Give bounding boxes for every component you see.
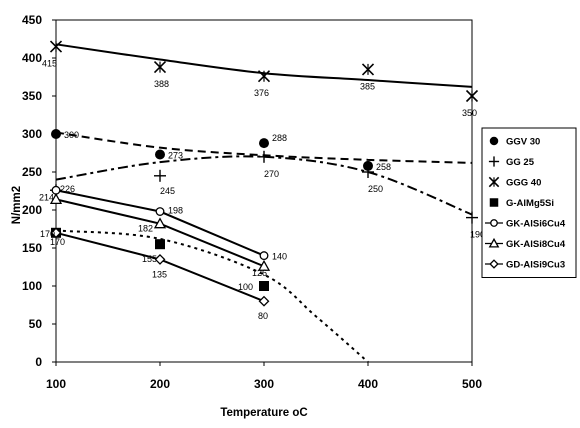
legend-label: GK-AlSi6Cu4 (506, 219, 566, 230)
axes: 0 50 100 150 200 250 300 350 400 450 100 200 300 400 5… (22, 13, 482, 391)
legend-item-gk-alsi8cu4: GK-AlSi8Cu4 (485, 237, 566, 250)
data-label-ggv-30: 300 (64, 130, 79, 140)
legend-marker-gg-25 (488, 156, 500, 167)
data-label-gg-25: 250 (368, 184, 383, 194)
marker-ggg-40 (153, 61, 167, 74)
data-label-gg-25: 270 (264, 169, 279, 179)
data-label-gd-alsi9cu3: 135 (152, 269, 167, 279)
legend-marker-gk-alsi6cu4 (490, 219, 498, 227)
data-label-gk-alsi8cu4: 182 (138, 224, 153, 234)
x-tick-label: 500 (462, 377, 482, 391)
marker-gk-alsi8cu4 (153, 217, 167, 229)
data-label-gk-alsi8cu4: 214 (39, 192, 54, 202)
marker-gd-alsi9cu3 (50, 227, 62, 239)
data-label-ggg-40: 376 (254, 88, 269, 98)
data-label-g-almg5si: 155 (142, 254, 157, 264)
data-markers (49, 40, 479, 307)
x-tick-label: 100 (46, 377, 66, 391)
marker-gk-alsi6cu4 (155, 207, 165, 216)
data-label-g-almg5si: 170 (50, 237, 65, 247)
y-tick-label: 400 (22, 51, 42, 65)
marker-ggg-40 (465, 89, 479, 103)
data-label-g-almg5si: 100 (238, 282, 253, 292)
legend-item-gk-alsi6cu4: GK-AlSi6Cu4 (485, 219, 566, 230)
legend-marker-g-almg5si (489, 198, 499, 207)
data-label-gg-25: 190 (470, 230, 485, 240)
data-label-ggg-40: 385 (360, 81, 375, 91)
marker-ggv-30 (51, 129, 61, 139)
marker-ggg-40 (49, 40, 63, 53)
data-label-gg-25: 245 (160, 186, 175, 196)
trend-line-gg-25 (55, 155, 473, 216)
legend: GGV 30 GG 25 GGG 40 G-AlMg5Si GK-AlSi6Cu4 GK-… (481, 127, 577, 278)
x-tick-label: 200 (150, 377, 170, 391)
y-tick-label: 100 (22, 279, 42, 293)
y-tick-label: 50 (29, 317, 43, 331)
legend-label: GGV 30 (506, 137, 540, 148)
y-tick-label: 150 (22, 241, 42, 255)
y-tick-label: 450 (22, 13, 42, 27)
legend-label: G-AlMg5Si (506, 198, 554, 209)
marker-gg-25 (258, 150, 270, 163)
legend-marker-gd-alsi9cu3 (489, 259, 499, 269)
legend-marker-ggg-40 (488, 176, 500, 188)
marker-gk-alsi8cu4 (49, 193, 63, 205)
y-tick-label: 0 (35, 355, 42, 369)
x-axis-title: Temperature oC (220, 407, 307, 419)
legend-label: GD-AlSi9Cu3 (506, 260, 565, 271)
legend-item-gd-alsi9cu3: GD-AlSi9Cu3 (485, 259, 565, 271)
y-axis-title: N/mm2 (11, 186, 23, 224)
legend-marker-gk-alsi8cu4 (488, 237, 500, 248)
data-label-gd-alsi9cu3: 80 (258, 311, 268, 321)
data-label-ggg-40: 350 (462, 108, 477, 118)
marker-gk-alsi8cu4 (257, 259, 271, 271)
legend-item-gg-25: GG 25 (488, 156, 535, 168)
marker-g-almg5si (259, 281, 269, 291)
trend-line-g-almg5si (55, 229, 369, 363)
legend-item-ggv-30: GGV 30 (489, 136, 540, 148)
legend-label: GGG 40 (506, 178, 541, 189)
data-label-ggg-40: 388 (154, 79, 169, 89)
y-tick-label: 350 (22, 89, 42, 103)
data-label-ggv-30: 273 (168, 151, 183, 161)
x-tick-label: 300 (254, 377, 274, 391)
marker-ggv-30 (363, 160, 373, 171)
data-label-ggg-40: 415 (42, 59, 57, 69)
y-tick-label: 300 (22, 127, 42, 141)
data-label-ggv-30: 288 (272, 133, 287, 143)
marker-ggv-30 (155, 149, 165, 160)
marker-gg-25 (466, 211, 478, 224)
data-label-gk-alsi8cu4: 126 (252, 268, 267, 278)
legend-item-g-almg5si: G-AlMg5Si (489, 198, 554, 209)
marker-g-almg5si (155, 239, 165, 250)
marker-gd-alsi9cu3 (154, 253, 166, 265)
marker-gg-25 (362, 166, 374, 178)
x-tick-label: 400 (358, 377, 378, 391)
data-label-gd-alsi9cu3: 170 (40, 229, 55, 239)
marker-gd-alsi9cu3 (258, 295, 270, 307)
marker-ggv-30 (259, 138, 269, 149)
data-label-gk-alsi6cu4: 198 (168, 206, 183, 216)
legend-label: GG 25 (506, 157, 535, 168)
marker-gk-alsi6cu4 (259, 251, 269, 261)
y-tick-label: 250 (22, 165, 42, 179)
data-labels: 300 273 288 258 226 245 270 250 190 415 388 376 385 3… (39, 59, 485, 322)
legend-label: GK-AlSi8Cu4 (506, 239, 566, 250)
data-label-ggv-30: 258 (376, 162, 391, 172)
legend-marker-ggv-30 (489, 136, 499, 146)
marker-ggg-40 (361, 63, 375, 76)
marker-ggg-40 (257, 70, 271, 83)
y-tick-label: 200 (22, 203, 42, 217)
legend-item-ggg-40: GGG 40 (488, 176, 541, 189)
data-label-gg-25: 226 (60, 184, 75, 194)
data-label-gk-alsi6cu4: 140 (272, 252, 287, 262)
marker-gg-25 (154, 169, 166, 182)
